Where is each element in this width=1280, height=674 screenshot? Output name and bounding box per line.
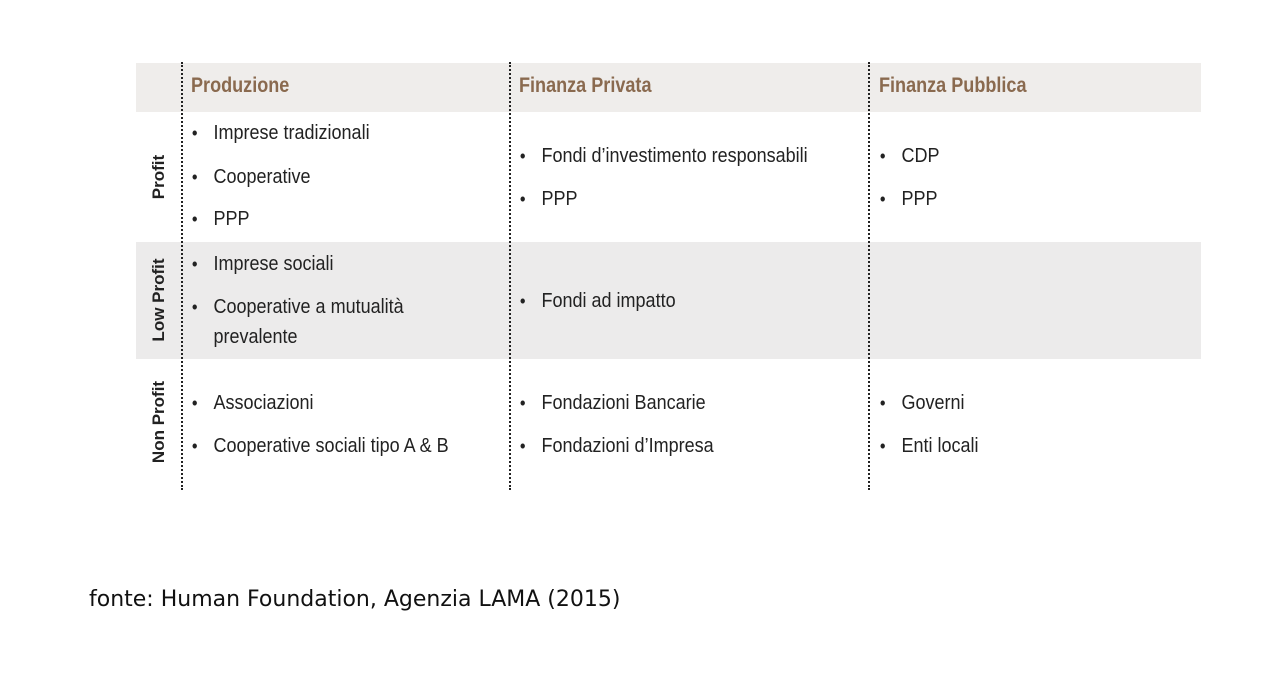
cell-profit-produzione: Imprese tradizionali Cooperative PPP bbox=[191, 118, 389, 234]
list-item: Enti locali bbox=[879, 431, 979, 461]
cell-low-profit-produzione: Imprese sociali Cooperative a mutualità … bbox=[191, 249, 486, 352]
column-divider bbox=[181, 62, 183, 490]
list-item: Fondazioni Bancarie bbox=[519, 388, 714, 418]
cell-profit-finanza-pubblica: CDP PPP bbox=[879, 141, 946, 214]
column-header-finanza-pubblica: Finanza Pubblica bbox=[879, 74, 1027, 97]
header-row-band bbox=[136, 63, 1201, 112]
list-item: Imprese tradizionali bbox=[191, 118, 370, 148]
list-item: Cooperative a mutualità prevalente bbox=[191, 292, 457, 352]
cell-profit-finanza-privata: Fondi d’investimento responsabili PPP bbox=[519, 141, 840, 214]
list-item: Fondi ad impatto bbox=[519, 286, 676, 316]
cell-non-profit-produzione: Associazioni Cooperative sociali tipo A … bbox=[191, 388, 477, 461]
list-item: Cooperative bbox=[191, 162, 370, 192]
cell-non-profit-finanza-pubblica: Governi Enti locali bbox=[879, 388, 990, 461]
list-item: PPP bbox=[191, 204, 370, 234]
column-header-produzione: Produzione bbox=[191, 74, 290, 97]
column-divider bbox=[509, 62, 511, 490]
list-item: PPP bbox=[879, 184, 940, 214]
list-item: Cooperative sociali tipo A & B bbox=[191, 431, 449, 461]
list-item: Fondi d’investimento responsabili bbox=[519, 141, 808, 171]
row-label-profit: Profit bbox=[149, 154, 168, 200]
list-item: PPP bbox=[519, 184, 808, 214]
list-item: Associazioni bbox=[191, 388, 449, 418]
cell-non-profit-finanza-privata: Fondazioni Bancarie Fondazioni d’Impresa bbox=[519, 388, 735, 461]
column-divider bbox=[868, 62, 870, 490]
list-item: CDP bbox=[879, 141, 940, 171]
list-item: Imprese sociali bbox=[191, 249, 457, 279]
row-label-non-profit: Non Profit bbox=[149, 380, 168, 464]
row-label-low-profit: Low Profit bbox=[149, 258, 168, 342]
list-item: Governi bbox=[879, 388, 979, 418]
source-caption: fonte: Human Foundation, Agenzia LAMA (2… bbox=[89, 587, 621, 612]
cell-low-profit-finanza-privata: Fondi ad impatto bbox=[519, 286, 693, 316]
list-item: Fondazioni d’Impresa bbox=[519, 431, 714, 461]
column-header-finanza-privata: Finanza Privata bbox=[519, 74, 652, 97]
